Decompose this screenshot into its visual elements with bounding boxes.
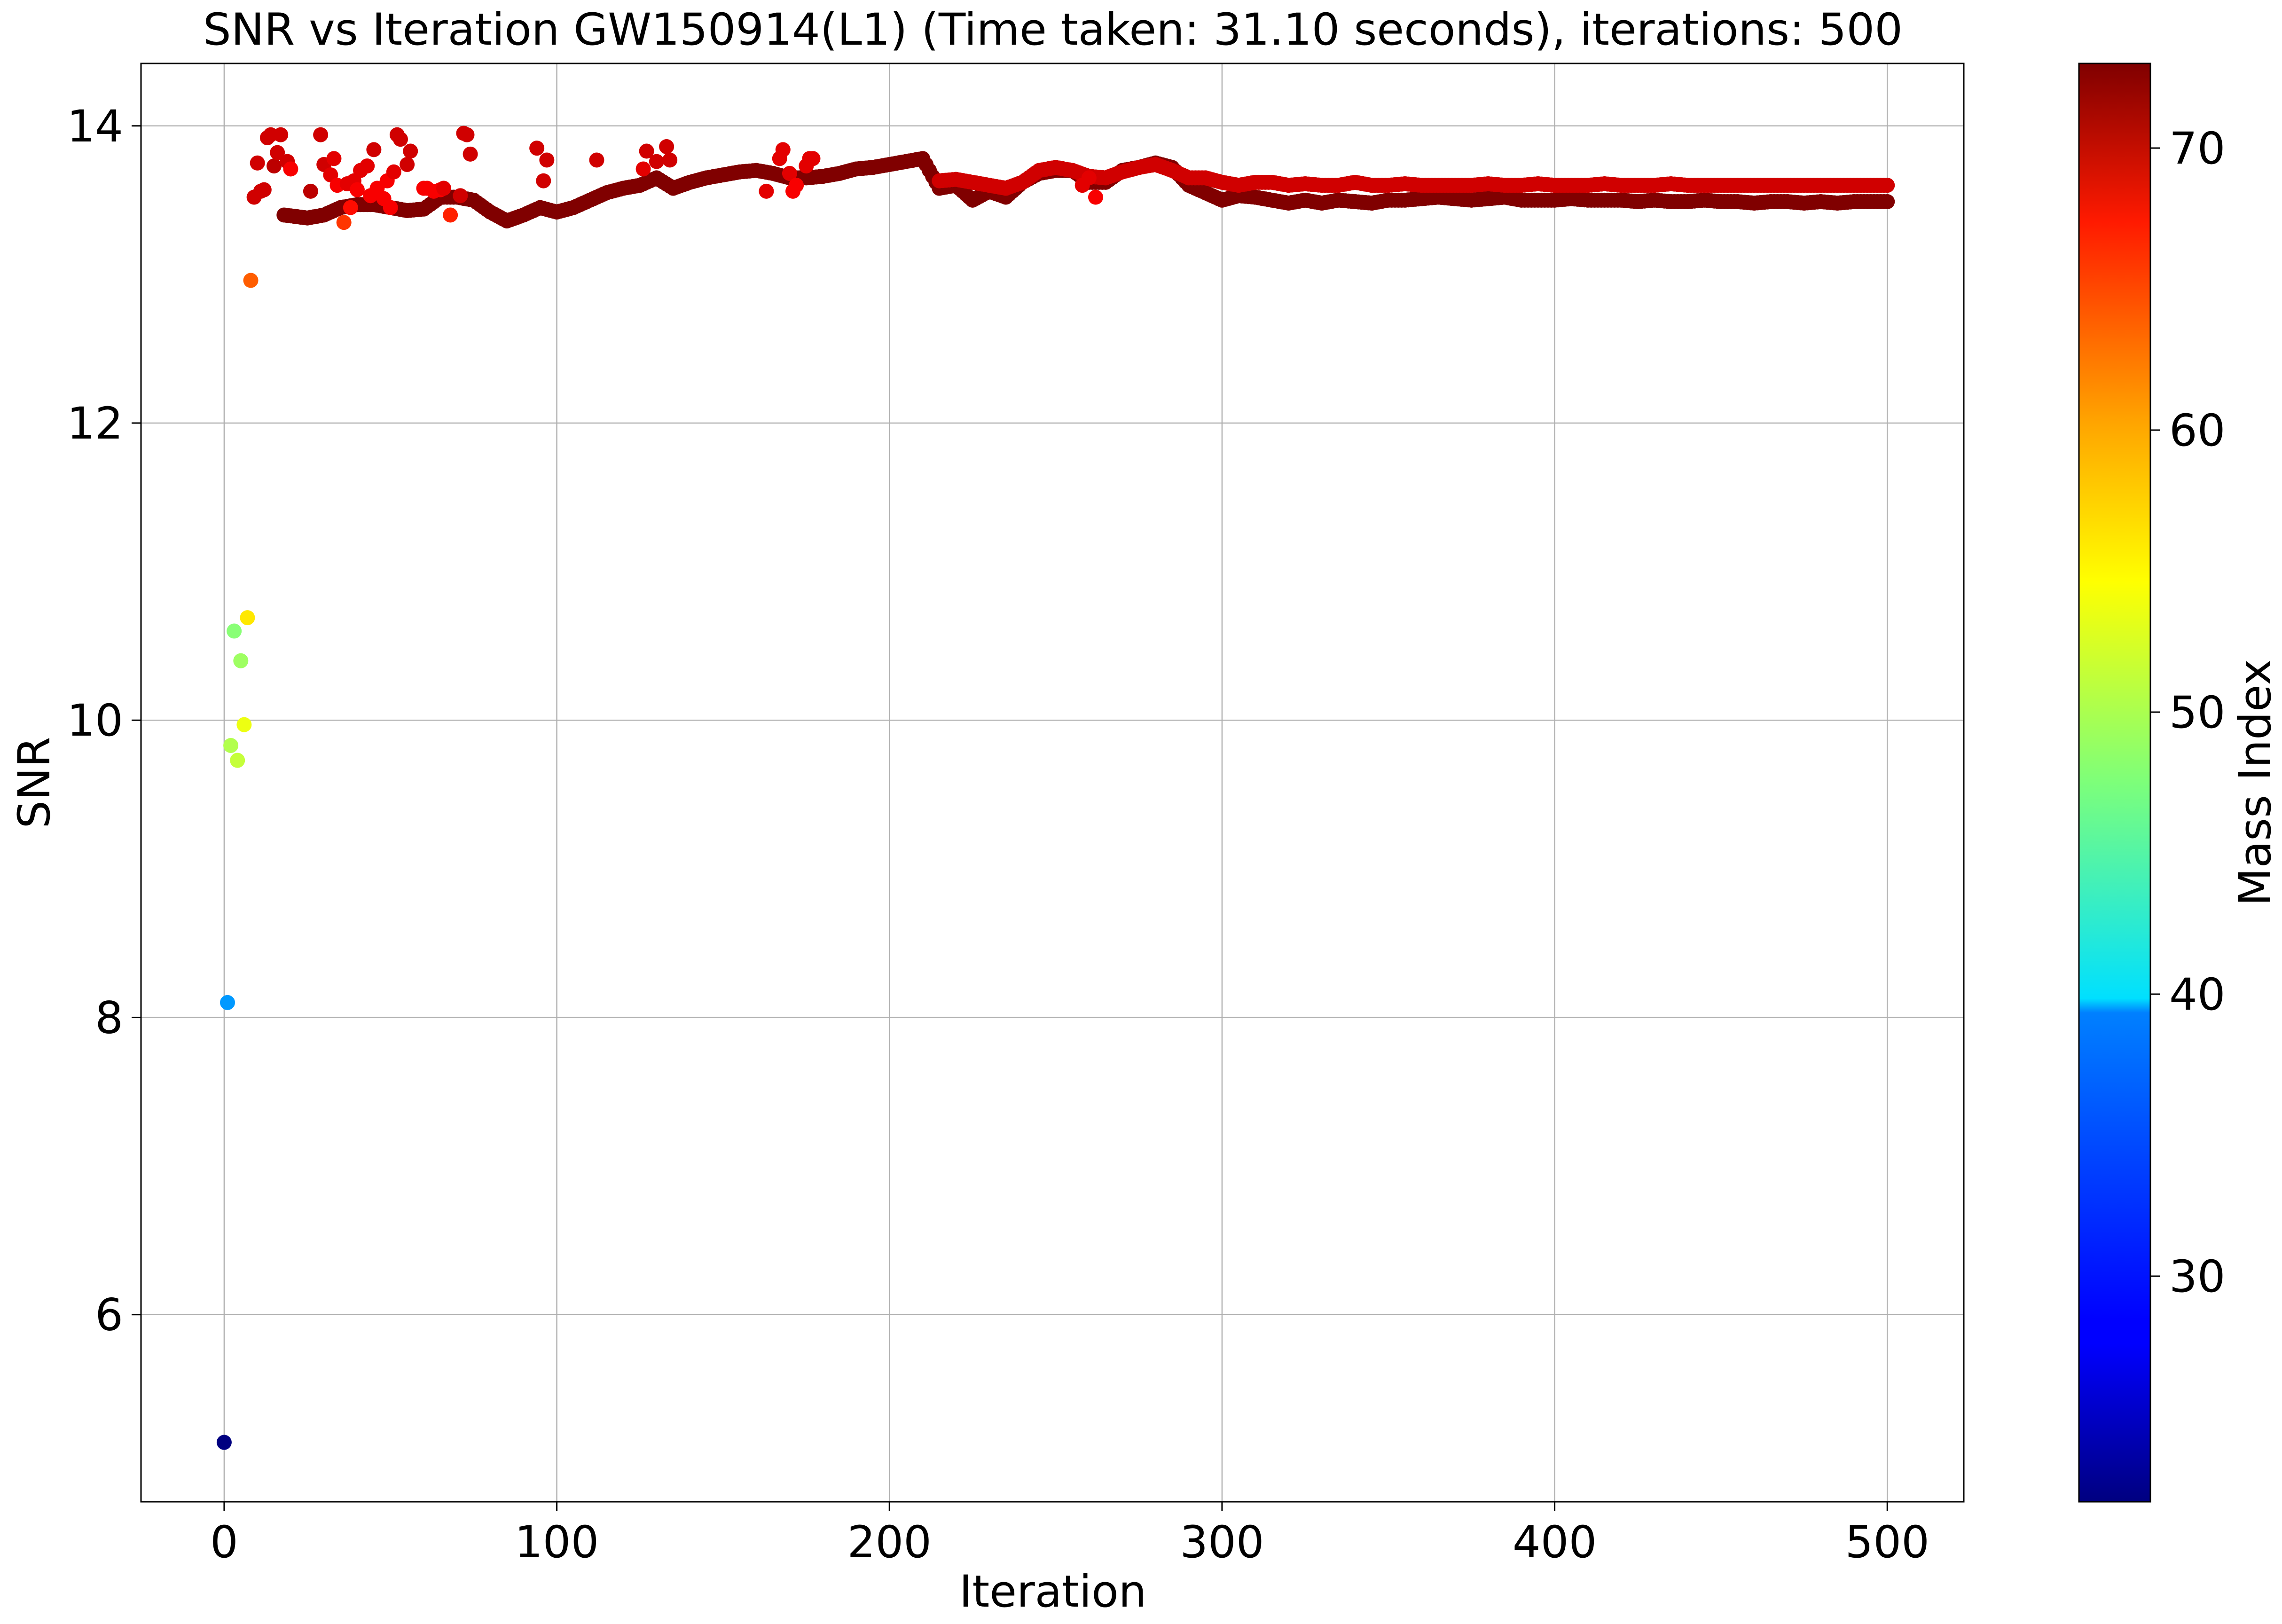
data-point: [256, 182, 272, 197]
data-point: [343, 200, 358, 215]
chart-title: SNR vs Iteration GW150914(L1) (Time take…: [203, 4, 1903, 55]
x-tick-label: 200: [847, 1517, 932, 1568]
data-point: [236, 717, 252, 732]
colorbar-tick-label: 60: [2169, 405, 2226, 456]
data-point: [303, 183, 318, 199]
data-point: [336, 215, 352, 230]
data-point: [227, 623, 242, 639]
data-point: [443, 207, 458, 223]
colorbar-tick-label: 50: [2169, 687, 2226, 738]
data-point: [529, 141, 545, 156]
data-point: [392, 132, 408, 147]
x-axis-label: Iteration: [959, 1566, 1147, 1617]
data-point: [635, 161, 651, 177]
y-axis-label: SNR: [9, 737, 60, 828]
data-point: [789, 178, 804, 193]
data-point: [216, 1435, 232, 1450]
data-point: [659, 139, 674, 155]
data-point: [805, 151, 821, 166]
data-point: [782, 165, 797, 181]
data-point: [453, 188, 468, 204]
data-point: [400, 157, 415, 172]
data-point: [223, 737, 239, 753]
x-axis-ticks: 0 100 200 300 400 500: [210, 1502, 1929, 1568]
data-point: [273, 127, 289, 142]
colorbar-tick-label: 70: [2169, 123, 2226, 174]
colorbar: [2079, 63, 2150, 1502]
data-point: [1088, 189, 1103, 205]
plot-frame: [140, 63, 1965, 1503]
data-point: [662, 152, 678, 168]
data-point: [243, 273, 259, 288]
colorbar-ticks: 30 40 50 60 70: [2150, 123, 2226, 1302]
data-point: [240, 610, 255, 626]
data-points: [216, 126, 1895, 1450]
data-point: [270, 145, 285, 160]
x-tick-label: 400: [1513, 1517, 1597, 1568]
data-point: [639, 143, 654, 159]
data-point: [360, 158, 375, 174]
x-tick-label: 0: [210, 1517, 238, 1568]
data-point: [233, 653, 249, 668]
colorbar-frame: [2078, 63, 2151, 1503]
colorbar-label: Mass Index: [2230, 659, 2281, 906]
data-point: [1880, 178, 1895, 193]
data-point: [220, 995, 235, 1010]
data-point: [463, 146, 478, 162]
y-tick-label: 14: [67, 101, 123, 152]
data-point: [313, 127, 329, 142]
data-point: [649, 154, 664, 169]
data-point: [436, 180, 451, 196]
data-point: [775, 142, 791, 157]
data-point: [250, 155, 265, 171]
data-point: [366, 142, 382, 157]
data-point: [536, 173, 551, 188]
data-point: [759, 183, 774, 199]
data-point: [386, 164, 401, 180]
data-point: [230, 753, 245, 768]
data-point: [589, 152, 604, 168]
data-point: [1880, 194, 1895, 209]
y-tick-label: 12: [67, 398, 123, 449]
data-point: [349, 182, 365, 197]
data-point: [383, 200, 398, 215]
data-point: [539, 152, 555, 168]
x-tick-label: 500: [1845, 1517, 1929, 1568]
data-point: [283, 161, 298, 177]
x-tick-label: 300: [1180, 1517, 1264, 1568]
data-point: [326, 151, 342, 166]
data-point: [459, 127, 475, 142]
x-tick-label: 100: [515, 1517, 599, 1568]
data-point: [1081, 170, 1097, 186]
data-point: [403, 143, 418, 159]
grid-lines: [141, 63, 1964, 1502]
data-point: [267, 158, 282, 174]
y-axis-ticks: 6 8 10 12 14: [67, 101, 141, 1341]
y-tick-label: 10: [67, 695, 123, 746]
y-tick-label: 8: [95, 992, 123, 1043]
colorbar-tick-label: 40: [2169, 969, 2226, 1020]
colorbar-tick-label: 30: [2169, 1251, 2226, 1302]
y-tick-label: 6: [95, 1290, 123, 1341]
